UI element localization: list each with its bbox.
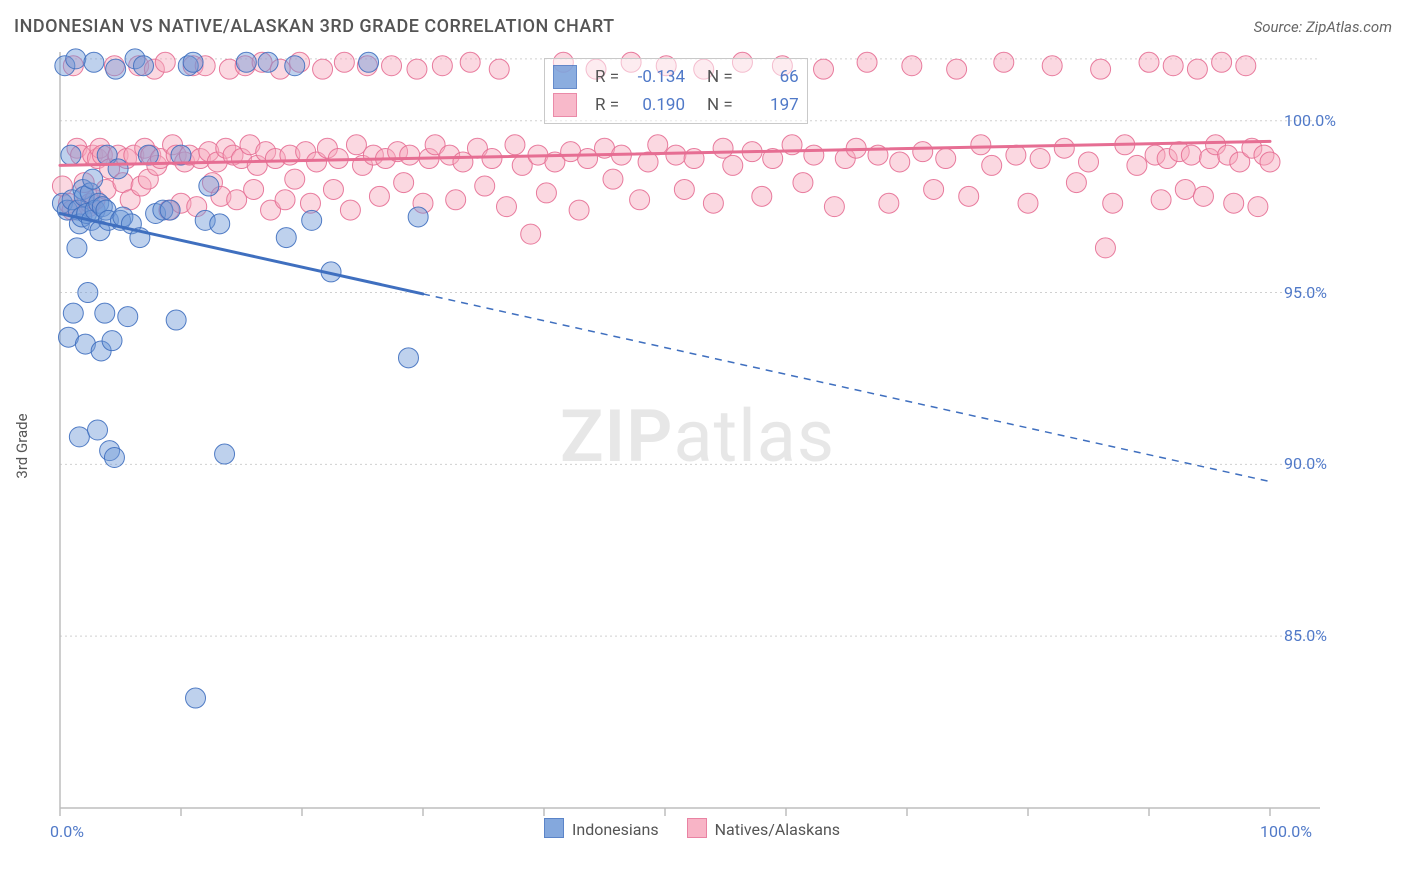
scatter-plot [50,44,1350,844]
stat-n-value: 197 [743,91,799,119]
stat-r-value: 0.190 [629,91,685,119]
legend-item: Indonesians [544,818,659,839]
legend-label: Indonesians [572,820,659,839]
x-tick-label: 0.0% [50,822,84,841]
plot-container: ZIPatlas R =-0.134N =66R =0.190N =197 In… [50,44,1350,844]
chart-header: INDONESIAN VS NATIVE/ALASKAN 3RD GRADE C… [14,16,1392,37]
y-tick-label: 95.0% [1284,283,1327,302]
series-legend: Indonesians Natives/Alaskans [544,818,840,839]
x-tick-label: 100.0% [1260,822,1312,841]
y-tick-label: 85.0% [1284,626,1327,645]
pink-swatch-icon [553,93,577,117]
y-tick-label: 100.0% [1284,111,1336,130]
stat-n-value: 66 [743,63,799,91]
stat-r-value: -0.134 [629,63,685,91]
legend-item: Natives/Alaskans [687,818,840,839]
y-axis-label: 3rd Grade [13,413,31,478]
legend-label: Natives/Alaskans [715,820,840,839]
source-label: Source: ZipAtlas.com [1254,18,1392,36]
blue-swatch-icon [553,65,577,89]
y-tick-label: 90.0% [1284,454,1327,473]
pink-swatch-icon [687,818,707,838]
blue-swatch-icon [544,818,564,838]
chart-title: INDONESIAN VS NATIVE/ALASKAN 3RD GRADE C… [14,16,615,37]
stats-row: R =0.190N =197 [553,91,799,119]
stats-legend: R =-0.134N =66R =0.190N =197 [544,58,808,124]
stats-row: R =-0.134N =66 [553,63,799,91]
